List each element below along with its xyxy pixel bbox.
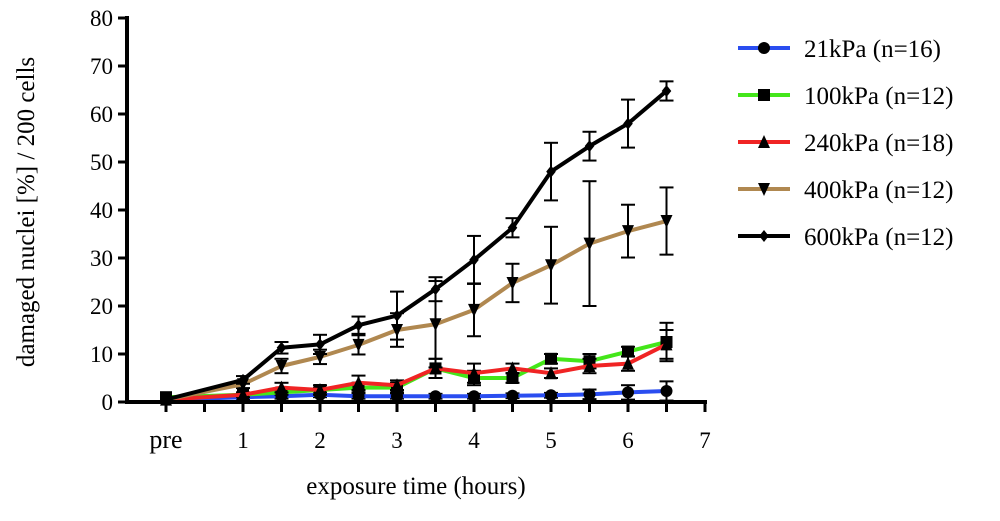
axes: 0 10 20 30 40 50 60 70 80 pre 1 2 3 4 5 6 7	[90, 6, 711, 454]
y-tick-label: 20	[90, 294, 113, 319]
y-tick-label: 30	[90, 246, 113, 271]
marker-diamond	[238, 373, 248, 386]
y-tick-label: 10	[90, 342, 113, 367]
legend-item: 21kPa (n=16)	[738, 36, 941, 63]
marker-triangle-up	[660, 337, 673, 351]
marker-triangle-down	[545, 259, 557, 273]
legend-item: 100kPa (n=12)	[738, 83, 954, 110]
plot-marks	[160, 80, 674, 407]
marker-circle	[583, 388, 596, 401]
marker-circle	[468, 390, 480, 403]
marker-diamond	[315, 338, 325, 351]
series-1	[160, 321, 674, 404]
marker-square	[758, 89, 770, 101]
y-tick-label: 50	[90, 150, 113, 175]
marker-diamond	[276, 341, 287, 354]
series-4	[161, 80, 674, 406]
x-tick-label: 6	[622, 428, 634, 453]
y-tick-label: 0	[102, 390, 114, 415]
marker-circle	[506, 389, 519, 402]
x-axis-label: exposure time (hours)	[306, 473, 525, 500]
y-tick-label: 80	[90, 6, 113, 31]
legend-item: 600kPa (n=12)	[738, 224, 954, 251]
x-tick-label: 2	[314, 428, 326, 453]
marker-square	[506, 372, 519, 384]
x-tick-label: pre	[149, 425, 182, 454]
marker-triangle-down	[622, 225, 634, 239]
legend-label: 21kPa (n=16)	[804, 36, 941, 63]
marker-triangle-down	[758, 183, 770, 196]
legend-label: 400kPa (n=12)	[804, 177, 954, 204]
marker-triangle-up	[275, 380, 288, 394]
legend-label: 600kPa (n=12)	[804, 224, 954, 251]
marker-triangle-up	[506, 361, 519, 375]
y-tick-label: 70	[90, 54, 113, 79]
marker-triangle-up	[468, 366, 480, 380]
x-tick-label: 7	[699, 428, 711, 453]
x-tick-label: 3	[391, 428, 403, 453]
marker-triangle-up	[583, 359, 596, 372]
y-tick-label: 40	[90, 198, 113, 223]
marker-triangle-down	[660, 215, 673, 229]
marker-circle	[622, 386, 634, 399]
y-axis-label: damaged nuclei [%] / 200 cells	[13, 57, 40, 367]
marker-triangle-up	[545, 366, 557, 380]
legend-item: 240kPa (n=18)	[738, 130, 954, 157]
marker-circle	[545, 389, 557, 402]
legend-label: 240kPa (n=18)	[804, 130, 954, 157]
marker-triangle-down	[506, 276, 519, 290]
marker-circle	[429, 390, 442, 403]
marker-diamond	[507, 221, 518, 234]
y-tick-label: 60	[90, 102, 113, 127]
marker-diamond	[469, 253, 479, 266]
marker-circle	[758, 42, 770, 54]
marker-diamond	[353, 319, 364, 332]
x-tick-label: 4	[468, 428, 480, 453]
marker-triangle-up	[758, 135, 770, 148]
marker-triangle-up	[314, 383, 326, 396]
legend: 21kPa (n=16) 100kPa (n=12) 240kPa (n=18) 40…	[738, 36, 954, 251]
marker-triangle-down	[352, 338, 365, 352]
marker-diamond	[759, 230, 769, 242]
marker-diamond	[623, 117, 633, 130]
marker-triangle-up	[622, 356, 634, 370]
x-tick-label: 5	[545, 428, 557, 453]
marker-triangle-down	[275, 360, 288, 373]
marker-diamond	[430, 283, 441, 296]
marker-diamond	[546, 165, 556, 178]
legend-label: 100kPa (n=12)	[804, 83, 954, 110]
marker-triangle-up	[391, 378, 403, 392]
marker-triangle-down	[429, 318, 442, 332]
marker-triangle-up	[352, 375, 365, 389]
marker-diamond	[661, 84, 672, 97]
legend-item: 400kPa (n=12)	[738, 177, 954, 204]
marker-triangle-up	[237, 387, 249, 401]
marker-square	[545, 352, 557, 365]
marker-triangle-down	[583, 237, 596, 251]
marker-circle	[660, 384, 673, 397]
x-tick-label: 1	[237, 428, 249, 453]
marker-square	[622, 345, 634, 358]
marker-diamond	[584, 140, 595, 153]
marker-triangle-down	[468, 303, 480, 317]
marker-diamond	[392, 309, 402, 322]
